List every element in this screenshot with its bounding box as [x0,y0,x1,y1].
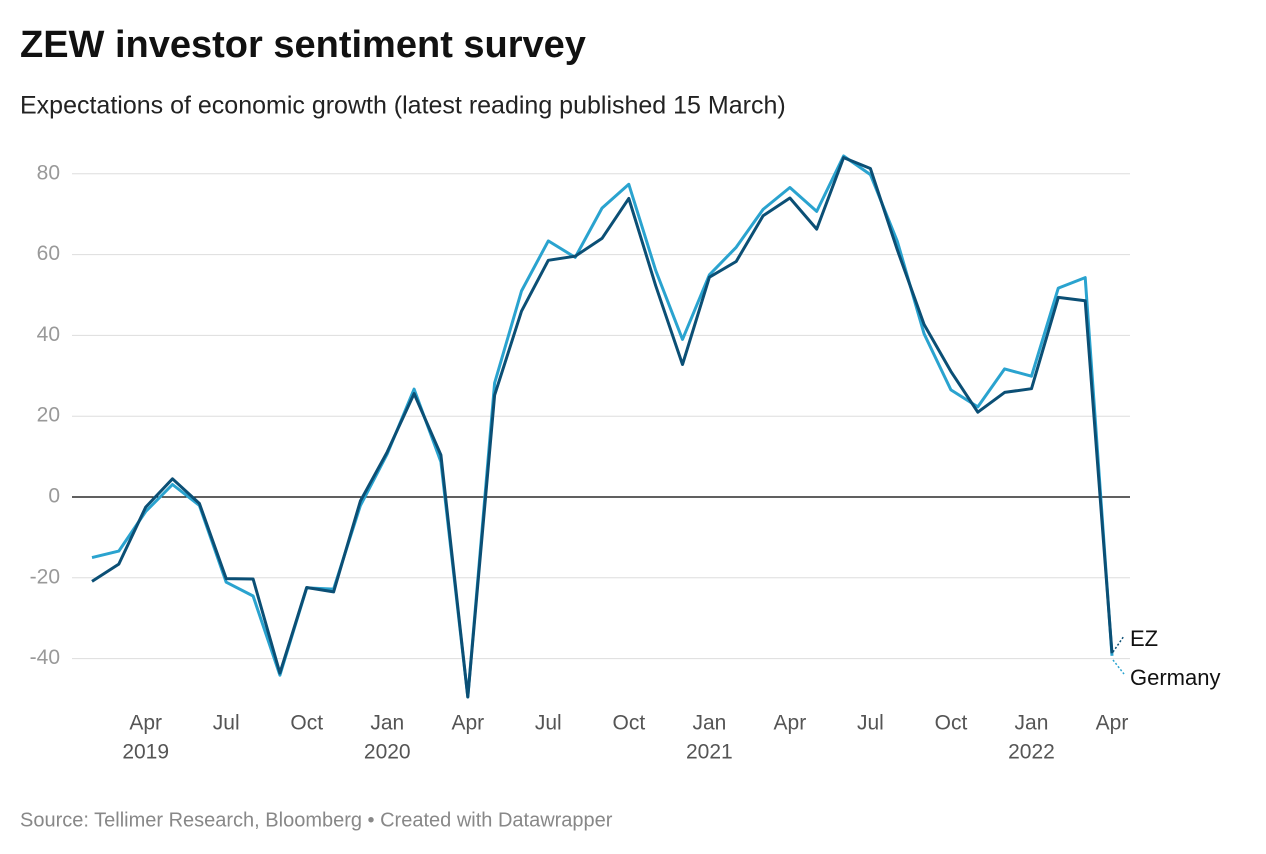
y-tick-label: 60 [37,242,60,265]
y-tick-label: 0 [48,485,60,508]
x-tick-year: 2020 [364,741,411,764]
y-tick-label: 80 [37,161,60,184]
x-tick-label: Jul [213,712,240,735]
x-tick-label: Oct [290,712,323,735]
label-leader [1112,659,1125,675]
y-tick-label: -20 [30,565,60,588]
x-tick-year: 2021 [686,741,733,764]
y-tick-label: 40 [37,323,60,346]
x-tick-label: Jul [857,712,884,735]
x-tick-label: Apr [129,712,162,735]
x-tick-label: Apr [774,712,807,735]
source-note: Source: Tellimer Research, Bloomberg • C… [20,809,613,831]
x-tick-year: 2022 [1008,741,1055,764]
x-tick-label: Apr [1096,712,1129,735]
x-tick-year: 2019 [122,741,169,764]
x-tick-label: Apr [451,712,484,735]
chart-subtitle: Expectations of economic growth (latest … [20,92,786,120]
chart-title: ZEW investor sentiment survey [20,24,586,66]
x-tick-label: Jan [370,712,404,735]
x-tick-label: Jul [535,712,562,735]
series-label: EZ [1130,626,1158,651]
label-leader [1112,635,1125,653]
x-tick-label: Oct [935,712,968,735]
series-label: Germany [1130,665,1220,690]
series-line [91,154,1114,699]
y-tick-label: 20 [37,404,60,427]
x-tick-label: Oct [613,712,646,735]
x-tick-label: Jan [1015,712,1049,735]
series-line [91,156,1114,699]
y-tick-label: -40 [30,646,60,669]
x-tick-label: Jan [692,712,726,735]
